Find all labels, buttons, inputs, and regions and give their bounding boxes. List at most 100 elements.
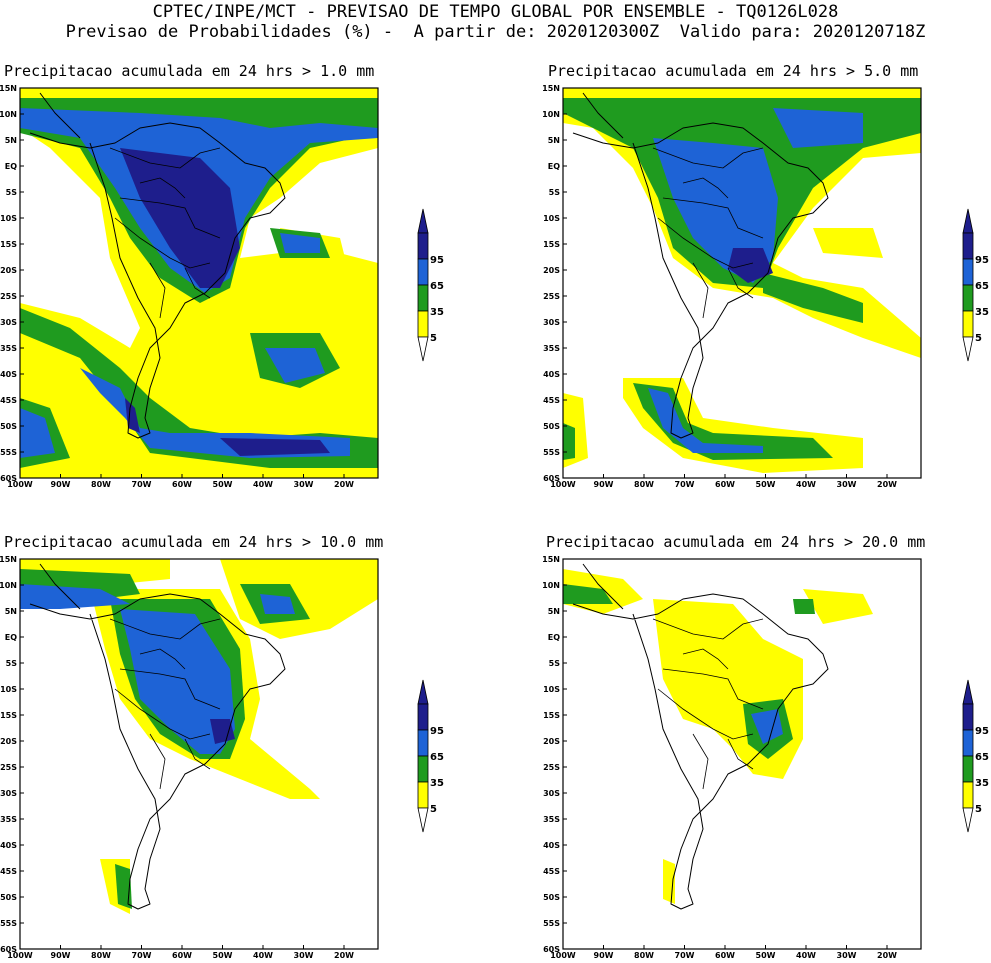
lon-tick-label: 90W bbox=[594, 951, 614, 960]
colorbar-bottom-arrow bbox=[417, 336, 429, 362]
lon-tick-label: 40W bbox=[253, 480, 273, 489]
lat-tick-label: 30S bbox=[543, 789, 560, 798]
coastline-north bbox=[582, 92, 624, 139]
colorbar-segment bbox=[962, 781, 974, 809]
panel-3-colorbar: 95 65 35 5 bbox=[417, 679, 444, 833]
colorbar-label: 65 bbox=[430, 752, 444, 763]
lon-tick-label: 80W bbox=[91, 480, 111, 489]
panel-4-colorbar: 95 65 35 5 bbox=[962, 679, 989, 833]
lon-tick-label: 20W bbox=[877, 480, 897, 489]
probability-area-blue bbox=[773, 108, 863, 148]
lon-tick-label: 50W bbox=[756, 951, 776, 960]
country-border bbox=[149, 262, 166, 319]
country-border bbox=[184, 267, 211, 299]
probability-area-blue bbox=[120, 609, 235, 754]
lat-tick-label: 10S bbox=[543, 214, 560, 223]
lat-tick-label: EQ bbox=[548, 162, 560, 171]
lat-tick-label: 60S bbox=[543, 945, 560, 954]
probability-area-blue bbox=[20, 584, 130, 609]
lat-tick-label: 35S bbox=[0, 344, 17, 353]
lat-tick-label: 45S bbox=[0, 396, 17, 405]
lat-tick-label: 35S bbox=[0, 815, 17, 824]
probability-area-navy bbox=[728, 248, 773, 283]
lon-tick-label: 80W bbox=[634, 951, 654, 960]
country-border bbox=[727, 267, 754, 299]
lat-tick-label: 20S bbox=[0, 266, 17, 275]
lat-tick-label: 60S bbox=[0, 945, 17, 954]
lat-tick-label: 5S bbox=[6, 659, 18, 668]
colorbar-segment bbox=[417, 310, 429, 338]
lon-tick-label: 70W bbox=[675, 951, 695, 960]
lat-tick-label: 25S bbox=[0, 763, 17, 772]
lat-tick-label: EQ bbox=[548, 633, 560, 642]
lon-tick-label: 20W bbox=[334, 480, 354, 489]
lat-tick-label: 15N bbox=[542, 555, 560, 564]
lat-tick-label: 5N bbox=[5, 607, 17, 616]
probability-area-navy bbox=[220, 438, 330, 456]
colorbar-segment bbox=[417, 703, 429, 731]
lat-tick-label: 40S bbox=[0, 370, 17, 379]
colorbar-label: 5 bbox=[975, 333, 982, 344]
lon-tick-label: 20W bbox=[877, 951, 897, 960]
country-border bbox=[149, 733, 166, 790]
colorbar-label: 95 bbox=[430, 726, 444, 737]
colorbar-label: 65 bbox=[430, 281, 444, 292]
lon-tick-label: 30W bbox=[294, 480, 314, 489]
colorbar-top-arrow bbox=[962, 208, 974, 234]
country-border bbox=[692, 733, 709, 790]
country-border bbox=[662, 668, 764, 710]
probability-area-blue bbox=[20, 408, 55, 458]
colorbar-label: 65 bbox=[975, 752, 989, 763]
lon-tick-label: 70W bbox=[132, 480, 152, 489]
panel-2-colorbar: 95 65 35 5 bbox=[962, 208, 989, 362]
map-frame bbox=[19, 87, 379, 479]
colorbar-segment bbox=[962, 258, 974, 286]
header-line-1: CPTEC/INPE/MCT - PREVISAO DE TEMPO GLOBA… bbox=[152, 2, 839, 22]
map-frame bbox=[562, 87, 922, 479]
lon-tick-label: 30W bbox=[837, 480, 857, 489]
lat-tick-label: 45S bbox=[0, 867, 17, 876]
colorbar-top-arrow bbox=[962, 679, 974, 705]
lat-tick-label: 15N bbox=[542, 84, 560, 93]
colorbar-segment bbox=[417, 781, 429, 809]
probability-area-navy bbox=[210, 719, 235, 744]
lat-tick-label: 40S bbox=[543, 370, 560, 379]
colorbar-segment bbox=[417, 284, 429, 312]
colorbar-bottom-arrow bbox=[962, 807, 974, 833]
lat-tick-label: 15S bbox=[0, 240, 17, 249]
lat-tick-label: 25S bbox=[543, 763, 560, 772]
colorbar-label: 35 bbox=[975, 307, 989, 318]
lon-tick-label: 50W bbox=[756, 480, 776, 489]
country-border bbox=[657, 688, 754, 740]
lon-tick-label: 50W bbox=[213, 480, 233, 489]
colorbar-label: 35 bbox=[430, 307, 444, 318]
country-border bbox=[119, 668, 221, 710]
coastline bbox=[29, 122, 286, 439]
lat-tick-label: 55S bbox=[0, 919, 17, 928]
probability-area-green bbox=[793, 599, 815, 614]
lon-tick-label: 70W bbox=[132, 951, 152, 960]
country-border bbox=[184, 738, 211, 770]
colorbar-label: 65 bbox=[975, 281, 989, 292]
coastline bbox=[29, 593, 286, 910]
lat-tick-label: 5N bbox=[548, 607, 560, 616]
country-border bbox=[139, 177, 186, 199]
lat-tick-label: 40S bbox=[0, 841, 17, 850]
colorbar-segment bbox=[417, 258, 429, 286]
lat-tick-label: 10S bbox=[0, 685, 17, 694]
colorbar-label: 35 bbox=[430, 778, 444, 789]
colorbar-segment bbox=[962, 755, 974, 783]
lon-tick-label: 80W bbox=[634, 480, 654, 489]
country-border bbox=[139, 648, 186, 670]
panel-1-colorbar: 95 65 35 5 bbox=[417, 208, 444, 362]
lon-tick-label: 100W bbox=[550, 951, 576, 960]
country-border bbox=[657, 217, 754, 269]
lat-tick-label: 10N bbox=[542, 110, 560, 119]
lat-tick-label: 50S bbox=[0, 422, 17, 431]
lat-tick-label: 20S bbox=[0, 737, 17, 746]
probability-area-blue bbox=[653, 138, 778, 283]
probability-area-blue bbox=[648, 388, 763, 453]
lat-tick-label: 35S bbox=[543, 344, 560, 353]
panel-2-title: Precipitacao acumulada em 24 hrs > 5.0 m… bbox=[548, 62, 919, 80]
lon-tick-label: 100W bbox=[7, 480, 33, 489]
